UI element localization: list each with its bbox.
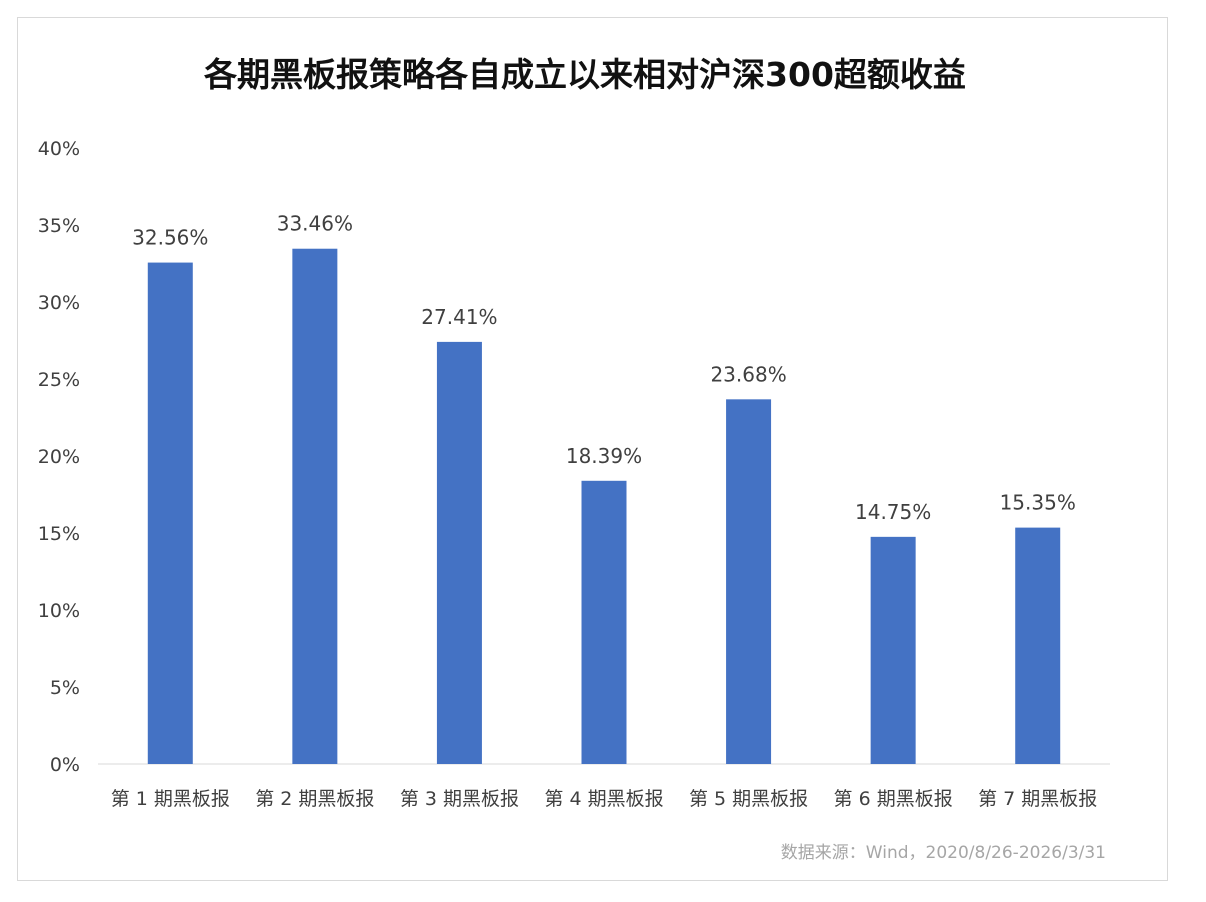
x-tick-label: 第 5 期黑板报 xyxy=(689,788,808,810)
y-tick-label: 35% xyxy=(38,215,80,237)
x-tick-label: 第 1 期黑板报 xyxy=(111,788,230,810)
bar xyxy=(147,262,193,764)
data-label: 27.41% xyxy=(421,305,497,329)
y-tick-label: 40% xyxy=(38,138,80,160)
y-tick-label: 30% xyxy=(38,292,80,314)
bar xyxy=(436,341,482,764)
y-tick-label: 0% xyxy=(50,754,80,776)
data-label: 14.75% xyxy=(855,500,931,524)
data-label: 33.46% xyxy=(277,212,353,236)
y-tick-label: 5% xyxy=(50,677,80,699)
bar xyxy=(1015,527,1061,764)
x-tick-label: 第 4 期黑板报 xyxy=(544,788,663,810)
data-label: 15.35% xyxy=(1000,491,1076,515)
bar xyxy=(870,536,916,764)
data-label: 32.56% xyxy=(132,226,208,250)
bar xyxy=(292,248,338,764)
chart-title: 各期黑板报策略各自成立以来相对沪深300超额收益 xyxy=(204,55,966,94)
x-tick-label: 第 2 期黑板报 xyxy=(255,788,374,810)
y-tick-label: 15% xyxy=(38,523,80,545)
data-source-note: 数据来源：Wind，2020/8/26-2026/3/31 xyxy=(780,843,1106,863)
y-tick-label: 25% xyxy=(38,369,80,391)
x-tick-label: 第 6 期黑板报 xyxy=(834,788,953,810)
data-label: 18.39% xyxy=(566,444,642,468)
bar xyxy=(726,399,772,764)
x-tick-label: 第 7 期黑板报 xyxy=(978,788,1097,810)
x-tick-label: 第 3 期黑板报 xyxy=(400,788,519,810)
y-tick-label: 20% xyxy=(38,446,80,468)
y-tick-label: 10% xyxy=(38,600,80,622)
data-label: 23.68% xyxy=(710,362,786,386)
bar xyxy=(581,480,627,764)
